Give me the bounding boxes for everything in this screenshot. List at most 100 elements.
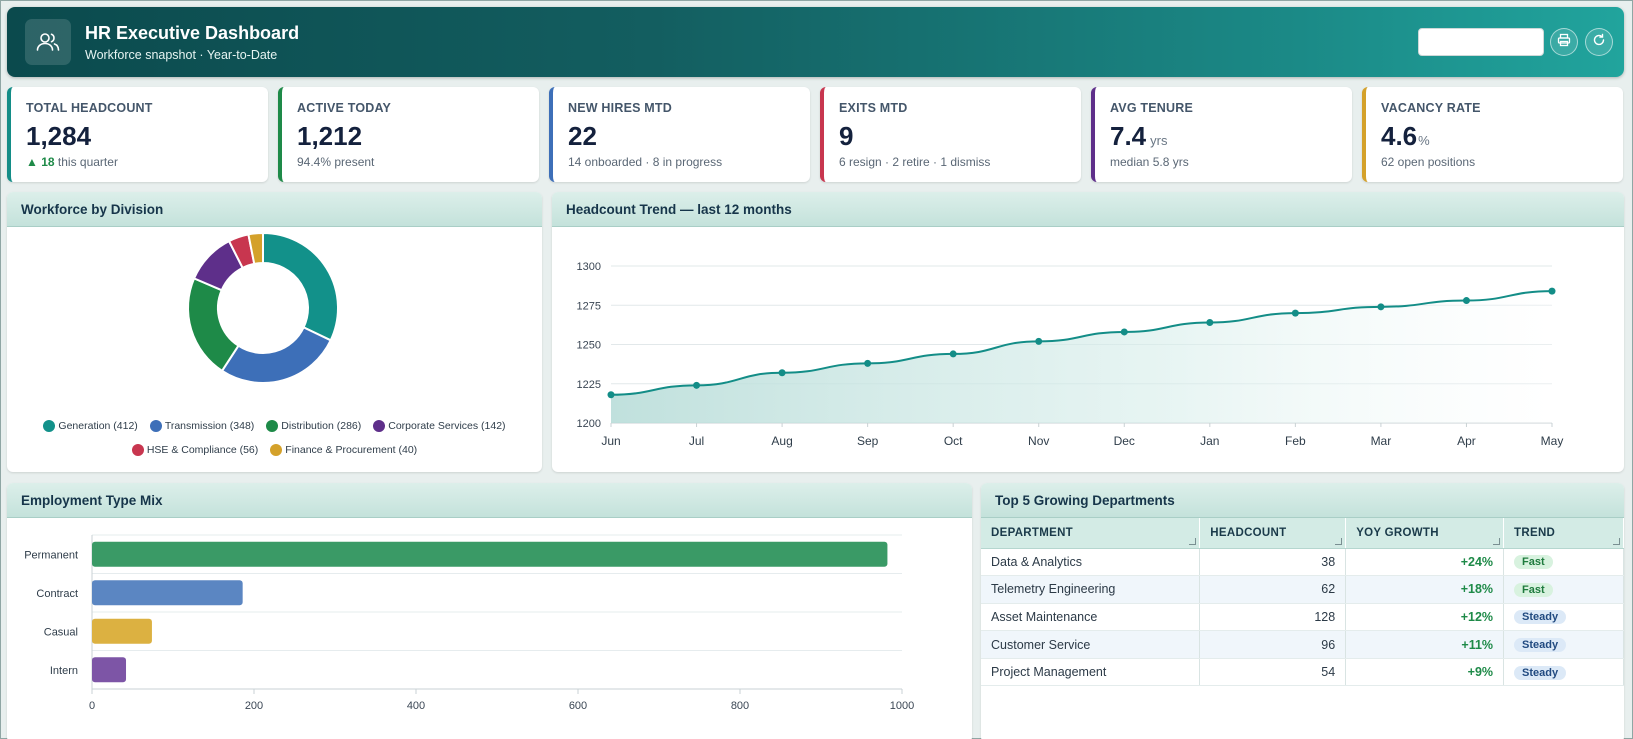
x-tick-label: Mar [1371, 434, 1392, 448]
kpi-sub: 14 onboarded · 8 in progress [568, 155, 723, 169]
headcount-cell: 96 [1199, 630, 1347, 659]
search-input[interactable] [1418, 28, 1544, 56]
table-row[interactable]: Telemetry Engineering 62 +18% Fast [981, 575, 1624, 604]
kpi-card-new-hires: NEW HIRES MTD 22 14 onboarded · 8 in pro… [549, 87, 810, 182]
x-tick-label: 400 [407, 700, 425, 712]
trend-panel: Headcount Trend — last 12 months 1200 122… [552, 192, 1624, 472]
page-subtitle: Workforce snapshot · Year-to-Date [85, 48, 278, 62]
panel-header: Headcount Trend — last 12 months [552, 192, 1624, 227]
panel-header: Employment Type Mix [7, 483, 972, 518]
legend-swatch [131, 444, 144, 456]
x-tick-label: Sep [857, 434, 879, 448]
dashboard-header: HR Executive Dashboard Workforce snapsho… [7, 7, 1624, 77]
y-tick-label: 1225 [577, 379, 601, 391]
kpi-unit: % [1418, 133, 1430, 148]
panel-header: Top 5 Growing Departments [981, 483, 1624, 518]
division-donut-chart [187, 231, 339, 384]
growth-cell: +11% [1345, 630, 1505, 659]
growth-cell: +12% [1345, 603, 1505, 632]
y-tick-label: 1275 [577, 300, 601, 312]
department-cell: Asset Maintenance [981, 603, 1201, 632]
donut-slice [187, 277, 240, 373]
kpi-sub: 6 resign · 2 retire · 1 dismiss [839, 155, 991, 169]
kpi-label: NEW HIRES MTD [568, 101, 672, 115]
column-header-trend[interactable]: TREND [1503, 518, 1624, 549]
kpi-card-avg-tenure: AVG TENURE 7.4 yrs median 5.8 yrs [1091, 87, 1352, 182]
legend-swatch [43, 420, 56, 432]
data-point [1120, 328, 1128, 336]
trend-badge: Steady [1514, 610, 1567, 625]
kpi-label: VACANCY RATE [1381, 101, 1481, 115]
legend-item[interactable]: Corporate Services (142) [373, 420, 506, 432]
legend-item[interactable]: Transmission (348) [149, 420, 254, 432]
resize-handle-icon[interactable] [1335, 537, 1343, 545]
print-button[interactable] [1550, 28, 1578, 56]
y-category-label: Permanent [24, 549, 78, 561]
kpi-card-active-today: ACTIVE TODAY 1,212 94.4% present [278, 87, 539, 182]
employment-panel: Employment Type Mix 0 200 400 600 800 1000 Per… [7, 483, 972, 739]
legend-swatch [270, 444, 283, 456]
table-row[interactable]: Project Management 54 +9% Steady [981, 658, 1624, 687]
trend-badge: Steady [1514, 638, 1567, 653]
kpi-label: AVG TENURE [1110, 101, 1194, 115]
x-tick-label: 600 [569, 700, 587, 712]
kpi-value: 22 [568, 121, 597, 151]
trend-badge: Steady [1514, 665, 1567, 680]
legend-item[interactable]: Finance & Procurement (40) [270, 444, 417, 456]
employment-bar-chart: 0 200 400 600 800 1000 Permanent Contract Casual… [24, 534, 914, 712]
departments-table: DEPARTMENT HEADCOUNT YOY GROWTH TREND Da… [981, 518, 1624, 687]
series-line [610, 290, 1553, 396]
legend-item[interactable]: Generation (412) [43, 420, 138, 432]
column-header-headcount[interactable]: HEADCOUNT [1199, 518, 1347, 549]
data-point [1206, 319, 1214, 327]
growth-cell: +24% [1345, 548, 1505, 577]
kpi-label: ACTIVE TODAY [297, 101, 392, 115]
headcount-cell: 54 [1199, 658, 1347, 687]
headcount-cell: 38 [1199, 548, 1347, 577]
area-fill [611, 291, 1552, 423]
page-title: HR Executive Dashboard [85, 23, 300, 43]
legend-item[interactable]: Distribution (286) [266, 420, 361, 432]
x-tick-label: May [1541, 434, 1564, 448]
resize-handle-icon[interactable] [1613, 537, 1620, 545]
data-point [1377, 303, 1385, 311]
column-header-yoy-growth[interactable]: YOY GROWTH [1345, 518, 1505, 549]
panel-title: Employment Type Mix [21, 493, 163, 508]
trend-cell: Steady [1503, 603, 1624, 632]
users-icon [25, 19, 71, 65]
kpi-unit: yrs [1150, 133, 1168, 148]
trend-badge: Fast [1514, 555, 1553, 570]
data-point [607, 391, 615, 399]
column-header-department[interactable]: DEPARTMENT [981, 518, 1201, 549]
kpi-sub: median 5.8 yrs [1110, 155, 1189, 169]
refresh-icon [1592, 33, 1606, 52]
legend-item[interactable]: HSE & Compliance (56) [131, 444, 258, 456]
resize-handle-icon[interactable] [1189, 537, 1197, 545]
trend-badge: Fast [1514, 582, 1553, 597]
trend-up-indicator: ▲ 18 [26, 155, 55, 169]
x-tick-label: 0 [89, 700, 95, 712]
growth-cell: +18% [1345, 575, 1505, 604]
x-tick-label: Oct [944, 434, 963, 448]
bar [92, 580, 243, 606]
legend-swatch [373, 420, 386, 432]
legend-swatch [149, 420, 162, 432]
table-row[interactable]: Asset Maintenance 128 +12% Steady [981, 603, 1624, 632]
trend-cell: Fast [1503, 575, 1624, 604]
trend-cell: Steady [1503, 658, 1624, 687]
y-tick-label: 1250 [577, 340, 601, 352]
resize-handle-icon[interactable] [1493, 537, 1501, 545]
data-point [1035, 337, 1043, 345]
table-row[interactable]: Customer Service 96 +11% Steady [981, 630, 1624, 659]
panel-header: Workforce by Division [7, 192, 542, 227]
bar [92, 618, 152, 644]
bar [92, 657, 127, 683]
kpi-value: 1,212 [297, 121, 363, 151]
departments-panel: Top 5 Growing Departments DEPARTMENT HEA… [981, 483, 1624, 739]
data-point [1291, 309, 1299, 317]
table-header-row: DEPARTMENT HEADCOUNT YOY GROWTH TREND [981, 518, 1624, 549]
table-row[interactable]: Data & Analytics 38 +24% Fast [981, 548, 1624, 577]
kpi-card-total-headcount: TOTAL HEADCOUNT 1,284 ▲ 18 this quarter [7, 87, 268, 182]
refresh-button[interactable] [1585, 28, 1613, 56]
trend-cell: Steady [1503, 630, 1624, 659]
